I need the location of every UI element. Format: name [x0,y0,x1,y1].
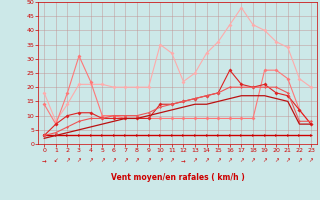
X-axis label: Vent moyen/en rafales ( km/h ): Vent moyen/en rafales ( km/h ) [111,173,244,182]
